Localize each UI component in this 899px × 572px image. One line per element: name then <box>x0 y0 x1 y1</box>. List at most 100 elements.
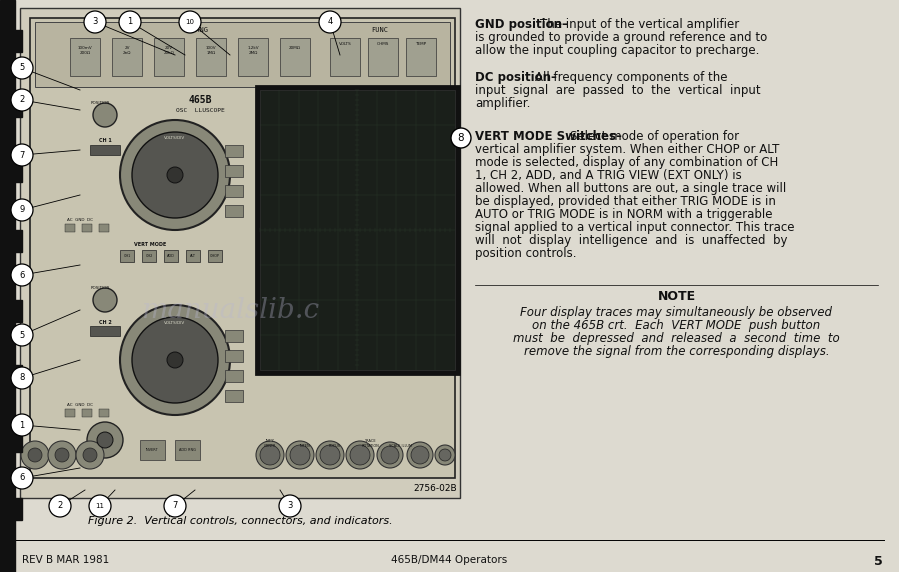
Text: remove the signal from the corresponding displays.: remove the signal from the corresponding… <box>524 345 829 358</box>
Bar <box>82 409 92 417</box>
Text: INT'Y
CONTR: INT'Y CONTR <box>263 439 276 448</box>
Circle shape <box>316 441 344 469</box>
Circle shape <box>11 414 33 436</box>
Circle shape <box>132 132 218 218</box>
Circle shape <box>11 467 33 489</box>
Text: OSC  LLUSCOPE: OSC LLUSCOPE <box>175 108 225 113</box>
Text: 5: 5 <box>874 555 883 568</box>
Text: CH 1: CH 1 <box>99 137 111 142</box>
Text: 465B/DM44 Operators: 465B/DM44 Operators <box>391 555 507 565</box>
Text: 7: 7 <box>173 502 178 510</box>
Text: AUTO or TRIG MODE is in NORM with a triggerable: AUTO or TRIG MODE is in NORM with a trig… <box>475 208 772 221</box>
Text: CH 2: CH 2 <box>99 320 111 324</box>
Circle shape <box>407 442 433 468</box>
Text: TRACE
ROTATION: TRACE ROTATION <box>361 439 378 448</box>
Bar <box>20 8 460 498</box>
Circle shape <box>350 445 370 465</box>
Circle shape <box>93 288 117 312</box>
Bar <box>238 38 268 76</box>
Text: CHOP: CHOP <box>210 254 220 258</box>
Circle shape <box>11 89 33 111</box>
Circle shape <box>11 367 33 389</box>
Bar <box>99 409 109 417</box>
Circle shape <box>435 445 455 465</box>
Text: 5: 5 <box>20 331 24 340</box>
Circle shape <box>377 442 403 468</box>
Text: REV B MAR 1981: REV B MAR 1981 <box>22 555 110 565</box>
Circle shape <box>76 441 104 469</box>
Bar <box>70 38 100 76</box>
Circle shape <box>93 103 117 127</box>
Text: input  signal  are  passed  to  the  vertical  input: input signal are passed to the vertical … <box>475 84 761 97</box>
Bar <box>142 250 156 262</box>
Bar <box>0 30 22 52</box>
Circle shape <box>179 11 201 33</box>
Text: VERT MODE: VERT MODE <box>134 243 166 248</box>
Text: 11: 11 <box>95 503 104 509</box>
Text: DC position–: DC position– <box>475 71 556 84</box>
Bar <box>225 145 243 157</box>
Text: POSITION: POSITION <box>90 286 110 290</box>
Circle shape <box>167 352 183 368</box>
Circle shape <box>11 264 33 286</box>
Text: VOLTS/DIV: VOLTS/DIV <box>165 321 185 325</box>
Text: TEMP: TEMP <box>415 42 426 46</box>
Circle shape <box>320 445 340 465</box>
Bar <box>0 160 22 182</box>
Text: signal applied to a vertical input connector. This trace: signal applied to a vertical input conne… <box>475 221 795 234</box>
Text: CH2: CH2 <box>146 254 153 258</box>
Text: Figure 2.  Vertical controls, connectors, and indicators.: Figure 2. Vertical controls, connectors,… <box>88 516 392 526</box>
Text: FUNC: FUNC <box>371 27 388 33</box>
Circle shape <box>120 305 230 415</box>
Circle shape <box>132 317 218 403</box>
Text: VOLTS: VOLTS <box>339 42 352 46</box>
Text: INVERT: INVERT <box>146 448 158 452</box>
Text: allowed. When all buttons are out, a single trace will: allowed. When all buttons are out, a sin… <box>475 182 787 195</box>
Bar <box>0 0 15 572</box>
Text: RANG: RANG <box>191 27 209 33</box>
Bar <box>225 370 243 382</box>
Text: amplifier.: amplifier. <box>475 97 530 110</box>
Text: 1, CH 2, ADD, and A TRIG VIEW (EXT ONLY) is: 1, CH 2, ADD, and A TRIG VIEW (EXT ONLY)… <box>475 169 742 182</box>
Circle shape <box>439 449 451 461</box>
Text: manualslib.c: manualslib.c <box>141 296 319 324</box>
Bar <box>0 430 22 452</box>
Bar <box>225 165 243 177</box>
Circle shape <box>97 432 113 448</box>
Circle shape <box>319 11 341 33</box>
Text: 2V
2nΩ: 2V 2nΩ <box>123 46 131 54</box>
Bar <box>368 38 398 76</box>
Bar <box>140 440 165 460</box>
Bar <box>65 224 75 232</box>
Text: mode is selected, display of any combination of CH: mode is selected, display of any combina… <box>475 156 779 169</box>
Text: Select mode of operation for: Select mode of operation for <box>570 130 739 143</box>
Text: Four display traces may simultaneously be observed: Four display traces may simultaneously b… <box>521 306 832 319</box>
Circle shape <box>11 324 33 346</box>
Circle shape <box>164 495 186 517</box>
Text: FOCUS: FOCUS <box>329 444 341 448</box>
Text: vertical amplifier system. When either CHOP or ALT: vertical amplifier system. When either C… <box>475 143 779 156</box>
Circle shape <box>11 144 33 166</box>
Bar <box>30 18 455 478</box>
Circle shape <box>167 167 183 183</box>
Text: All frequency components of the: All frequency components of the <box>535 71 727 84</box>
Circle shape <box>11 199 33 221</box>
Circle shape <box>49 495 71 517</box>
Bar <box>90 145 120 155</box>
Text: 100V
1MΩ: 100V 1MΩ <box>206 46 217 54</box>
Text: CH1: CH1 <box>123 254 130 258</box>
Text: The input of the vertical amplifier: The input of the vertical amplifier <box>540 18 739 31</box>
Bar <box>0 230 22 252</box>
Circle shape <box>260 445 280 465</box>
Bar <box>90 326 120 336</box>
Bar <box>0 300 22 322</box>
Bar <box>208 250 222 262</box>
Text: ALT: ALT <box>190 254 196 258</box>
Text: on the 465B crt.  Each  VERT MODE  push button: on the 465B crt. Each VERT MODE push but… <box>532 319 821 332</box>
Bar <box>280 38 310 76</box>
Text: 2: 2 <box>20 96 24 105</box>
Bar <box>82 224 92 232</box>
Circle shape <box>346 441 374 469</box>
Bar <box>186 250 200 262</box>
Text: OHMS: OHMS <box>377 42 389 46</box>
